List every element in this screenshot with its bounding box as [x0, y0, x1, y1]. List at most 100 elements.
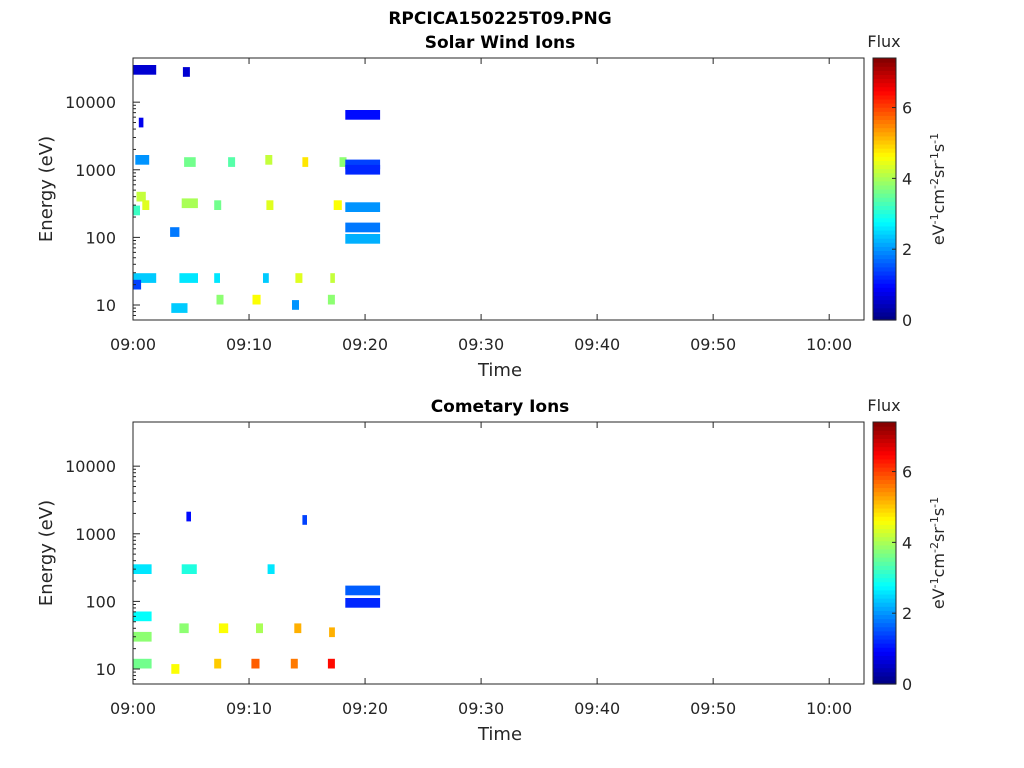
colorbar-swatch	[873, 266, 896, 272]
colorbar-swatch	[873, 512, 896, 517]
heatmap-cell	[330, 273, 335, 283]
heatmap-cell	[339, 157, 347, 167]
heatmap-cell	[295, 273, 303, 283]
colorbar-swatch	[873, 258, 896, 264]
x-tick-label: 09:00	[110, 699, 156, 718]
colorbar-swatch	[873, 127, 896, 133]
x-tick-label: 09:10	[226, 335, 272, 354]
heatmap-cell	[138, 117, 144, 128]
heatmap-cells	[133, 511, 381, 674]
colorbar-swatch	[873, 168, 896, 174]
colorbar-swatch	[873, 90, 896, 96]
y-tick-label: 10000	[65, 93, 116, 112]
colorbar-swatch	[873, 499, 896, 505]
colorbar-tick-label: 0	[902, 675, 912, 694]
x-tick-label: 09:50	[690, 335, 736, 354]
colorbar-swatch	[873, 254, 896, 260]
y-tick-label: 10	[96, 296, 116, 315]
colorbar-swatch	[873, 62, 896, 67]
heatmap-cell	[133, 631, 152, 642]
heatmap-cell	[329, 627, 335, 638]
colorbar-swatch	[873, 66, 896, 71]
colorbar-swatch	[873, 225, 896, 231]
colorbar-swatch	[873, 618, 896, 624]
colorbar-swatch	[873, 438, 896, 444]
colorbar-swatch	[873, 491, 896, 497]
x-tick-label: 09:40	[574, 335, 620, 354]
figure-title: RPCICA150225T09.PNG	[388, 9, 611, 29]
heatmap-cell	[184, 157, 196, 167]
colorbar-swatch	[873, 643, 896, 648]
colorbar-swatch	[873, 193, 896, 198]
colorbar-swatch	[873, 274, 896, 280]
x-tick-label: 09:10	[226, 699, 272, 718]
heatmap-cell	[214, 200, 222, 210]
colorbar-swatch	[873, 98, 896, 104]
colorbar-swatch	[873, 189, 896, 194]
colorbar-swatch	[873, 131, 896, 137]
colorbar-swatch	[873, 234, 896, 239]
colorbar-swatch	[873, 176, 896, 182]
colorbar-swatch	[873, 540, 896, 546]
x-tick-label: 10:00	[806, 335, 852, 354]
colorbar-swatch	[873, 209, 896, 215]
colorbar-swatch	[873, 548, 896, 554]
colorbar-swatch	[873, 553, 896, 558]
axes: 09:00 09:10 09:20 09:30 09:40 09:50 10:00 10 100…	[65, 57, 865, 354]
y-tick-label: 1000	[75, 161, 116, 180]
colorbar-swatch	[873, 487, 896, 493]
heatmap-cell	[327, 294, 335, 305]
y-tick-label: 10000	[65, 457, 116, 476]
colorbar-swatch	[873, 647, 896, 652]
colorbar-swatch	[873, 606, 896, 611]
heatmap-cell	[218, 623, 229, 634]
colorbar-swatch	[873, 287, 896, 292]
colorbar-swatch	[873, 520, 896, 525]
colorbar-swatch	[873, 561, 896, 566]
colorbar-tick-label: 6	[902, 463, 912, 482]
colorbar-swatch	[873, 581, 896, 587]
axes: 09:00 09:10 09:20 09:30 09:40 09:50 10:00 10 100…	[65, 421, 865, 718]
colorbar-swatch	[873, 139, 896, 145]
x-tick-label: 09:40	[574, 699, 620, 718]
colorbar-swatch	[873, 111, 896, 116]
x-tick-label: 09:20	[342, 699, 388, 718]
heatmap-cell	[179, 273, 198, 283]
colorbar-swatch	[873, 119, 896, 125]
colorbar-swatch	[873, 270, 896, 276]
colorbar-swatch	[873, 503, 896, 509]
colorbar-swatch	[873, 462, 896, 468]
colorbar-swatch	[873, 679, 896, 685]
heatmap-cell	[133, 205, 140, 216]
heatmap-cell	[170, 227, 180, 237]
panel-cometary-ions: Cometary Ions 09:00 09:10 09:20 09:30 09:40 0…	[36, 396, 948, 745]
colorbar-tick-label: 6	[902, 99, 912, 118]
heatmap-cell	[182, 67, 190, 77]
colorbar-swatch	[873, 516, 896, 521]
colorbar-swatch	[873, 524, 896, 530]
colorbar-swatch	[873, 246, 896, 251]
colorbar-swatch	[873, 86, 896, 92]
colorbar-swatch	[873, 434, 896, 439]
colorbar-swatch	[873, 565, 896, 570]
colorbar-swatch	[873, 573, 896, 579]
heatmap-cell	[171, 664, 180, 674]
colorbar-swatch	[873, 78, 896, 84]
colorbar-swatch	[873, 135, 896, 141]
heatmap-cell	[256, 623, 263, 634]
heatmap-cell	[302, 157, 309, 167]
heatmap-cell	[133, 564, 152, 574]
heatmap-cell	[290, 658, 298, 669]
colorbar-swatch	[873, 495, 896, 501]
colorbar-swatch	[873, 164, 896, 170]
heatmap-cell	[214, 658, 222, 669]
colorbar-swatch	[873, 671, 896, 677]
x-tick-label: 09:30	[458, 699, 504, 718]
heatmap-cell	[133, 611, 152, 622]
colorbar-swatch	[873, 614, 896, 620]
plot-frame	[132, 57, 865, 321]
heatmap-cell	[345, 234, 381, 244]
heatmap-cell	[265, 155, 273, 165]
colorbar-swatch	[873, 307, 896, 313]
colorbar-title: Flux	[867, 32, 900, 51]
